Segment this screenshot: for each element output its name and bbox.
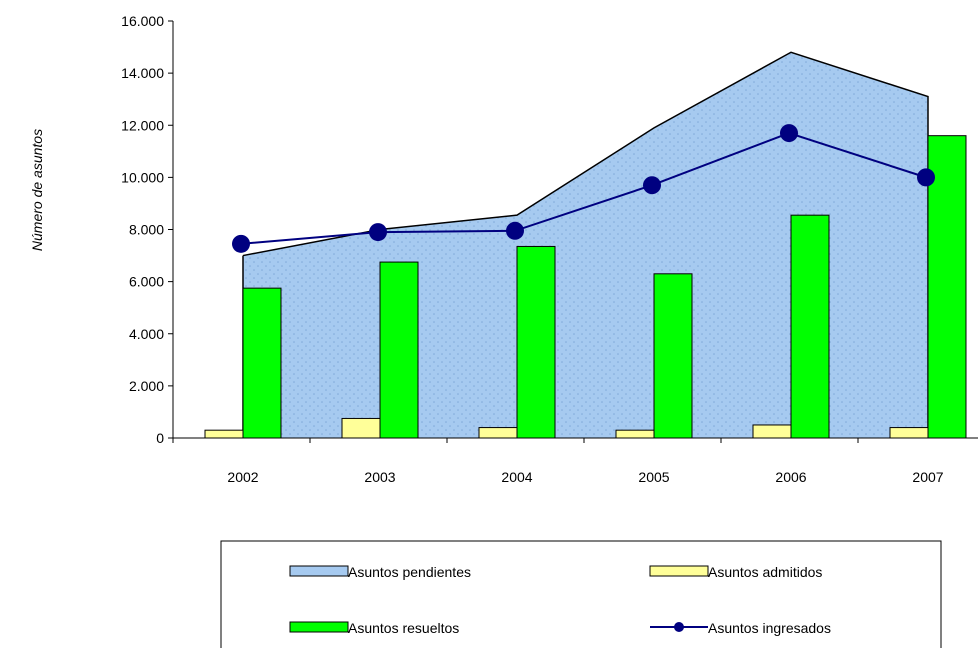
legend-entry-asuntos-resueltos: Asuntos resueltos <box>289 620 459 636</box>
point-asuntos-ingresados-2002 <box>232 234 250 253</box>
x-axis: 2002 2003 2004 2005 2006 2007 <box>172 437 978 485</box>
bar-asuntos-admitidos-2007 <box>889 427 929 439</box>
x-tick-label-2006: 2006 <box>775 469 806 485</box>
y-tick-label: 10.000 <box>121 169 164 185</box>
y-tick-label: 2.000 <box>129 378 164 394</box>
legend-entry-asuntos-ingresados: Asuntos ingresados <box>650 620 831 636</box>
bar-asuntos-resueltos-2002 <box>242 287 282 439</box>
y-axis: 0 2.000 4.000 6.000 8.000 10.000 12.000 14.000 1… <box>121 13 174 446</box>
y-tick-label: 4.000 <box>129 326 164 342</box>
y-tick-label: 6.000 <box>129 274 164 290</box>
y-tick-label: 16.000 <box>121 13 164 29</box>
bar-asuntos-resueltos-2003 <box>379 261 419 439</box>
point-asuntos-ingresados-2005 <box>643 176 661 195</box>
legend-label-asuntos-admitidos: Asuntos admitidos <box>708 564 822 580</box>
series-asuntos-ingresados <box>232 124 935 253</box>
legend-swatch-asuntos-pendientes <box>289 565 349 577</box>
y-tick-label: 0 <box>156 430 164 446</box>
x-tick-label-2007: 2007 <box>912 469 943 485</box>
bar-asuntos-admitidos-2006 <box>752 424 792 439</box>
point-asuntos-ingresados-2004 <box>506 221 524 240</box>
legend: Asuntos pendientes Asuntos admitidos Asunt… <box>220 540 942 648</box>
bar-asuntos-resueltos-2007 <box>927 135 967 439</box>
bar-asuntos-admitidos-2003 <box>341 417 381 439</box>
legend-label-asuntos-pendientes: Asuntos pendientes <box>348 564 471 580</box>
point-asuntos-ingresados-2006 <box>780 124 798 143</box>
bar-asuntos-resueltos-2006 <box>790 214 830 439</box>
y-tick-label: 8.000 <box>129 222 164 238</box>
bar-asuntos-admitidos-2004 <box>478 427 518 439</box>
line-asuntos-ingresados <box>240 132 927 245</box>
legend-label-asuntos-resueltos: Asuntos resueltos <box>348 620 459 636</box>
legend-swatch-asuntos-resueltos <box>289 621 349 633</box>
legend-marker-asuntos-ingresados <box>674 622 684 632</box>
point-asuntos-ingresados-2003 <box>369 223 387 242</box>
x-tick-label-2005: 2005 <box>638 469 669 485</box>
bar-asuntos-resueltos-2004 <box>516 245 556 439</box>
x-tick-label-2004: 2004 <box>501 469 532 485</box>
legend-label-asuntos-ingresados: Asuntos ingresados <box>708 620 831 636</box>
y-tick-label: 14.000 <box>121 65 164 81</box>
series-asuntos-resueltos <box>242 135 967 439</box>
legend-entry-asuntos-admitidos: Asuntos admitidos <box>649 564 822 580</box>
x-tick-label-2002: 2002 <box>227 469 258 485</box>
y-tick-label: 12.000 <box>121 117 164 133</box>
bar-asuntos-resueltos-2005 <box>653 273 693 439</box>
bar-asuntos-admitidos-2005 <box>615 429 655 439</box>
plot-area <box>204 51 967 439</box>
legend-swatch-asuntos-admitidos <box>649 565 709 577</box>
legend-entry-asuntos-pendientes: Asuntos pendientes <box>289 564 471 580</box>
y-axis-title: Número de asuntos <box>29 129 45 251</box>
bar-asuntos-admitidos-2002 <box>204 429 244 439</box>
x-tick-label-2003: 2003 <box>364 469 395 485</box>
point-asuntos-ingresados-2007 <box>917 168 935 187</box>
